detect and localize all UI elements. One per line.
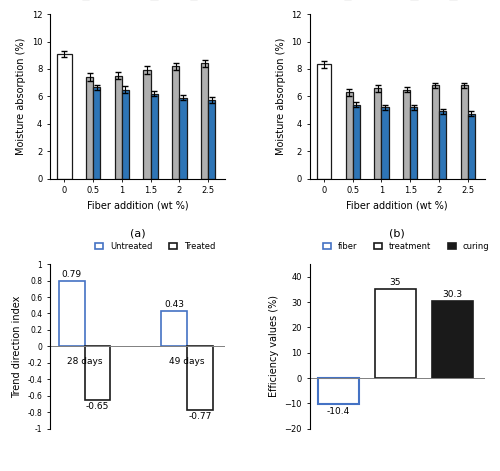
Bar xyxy=(346,92,352,179)
Bar xyxy=(59,281,84,346)
Text: 30.3: 30.3 xyxy=(442,290,462,299)
Bar xyxy=(114,76,122,179)
Bar xyxy=(439,112,446,179)
Bar xyxy=(162,311,187,346)
Title: (b): (b) xyxy=(390,228,405,238)
Bar xyxy=(317,64,331,179)
Bar xyxy=(374,88,382,179)
Text: 35: 35 xyxy=(390,278,401,287)
Bar xyxy=(86,77,93,179)
Bar xyxy=(187,346,212,410)
Bar xyxy=(144,70,150,179)
Text: -0.65: -0.65 xyxy=(86,402,109,411)
Bar xyxy=(382,107,388,179)
X-axis label: Fiber addition (wt %): Fiber addition (wt %) xyxy=(346,201,448,211)
Bar xyxy=(122,89,129,179)
Bar xyxy=(84,346,110,400)
Bar xyxy=(150,94,158,179)
Bar xyxy=(375,290,416,378)
Bar xyxy=(352,105,360,179)
Text: 0.79: 0.79 xyxy=(62,270,82,279)
Bar xyxy=(318,378,358,404)
Y-axis label: Moisture absorption (%): Moisture absorption (%) xyxy=(276,38,286,155)
Text: 28 days: 28 days xyxy=(67,357,102,366)
Bar xyxy=(208,100,216,179)
Title: (a): (a) xyxy=(130,228,146,238)
Legend: 0 wt. % fiber, UPKF, TPKF: 0 wt. % fiber, UPKF, TPKF xyxy=(79,0,225,3)
Bar xyxy=(93,88,100,179)
X-axis label: Fiber addition (wt %): Fiber addition (wt %) xyxy=(87,201,188,211)
Bar xyxy=(180,98,186,179)
Legend: fiber, treatment, curing: fiber, treatment, curing xyxy=(320,239,493,254)
Text: -0.77: -0.77 xyxy=(188,412,212,421)
Y-axis label: Moisture absorption (%): Moisture absorption (%) xyxy=(16,38,26,155)
Bar xyxy=(468,114,475,179)
Bar xyxy=(432,85,439,179)
Text: -10.4: -10.4 xyxy=(326,407,350,416)
Bar xyxy=(432,301,473,378)
Bar xyxy=(57,54,72,179)
Y-axis label: Efficiency values (%): Efficiency values (%) xyxy=(269,295,279,398)
Bar xyxy=(172,66,180,179)
Legend: 0 wt % fiber, UPKF, TPKF: 0 wt % fiber, UPKF, TPKF xyxy=(340,0,484,3)
Legend: Untreated, Treated: Untreated, Treated xyxy=(92,239,219,254)
Bar xyxy=(201,64,208,179)
Bar xyxy=(403,89,410,179)
Bar xyxy=(460,85,468,179)
Text: 49 days: 49 days xyxy=(170,357,205,366)
Y-axis label: Trend direction index: Trend direction index xyxy=(12,295,22,398)
Bar xyxy=(410,107,418,179)
Text: 0.43: 0.43 xyxy=(164,300,184,309)
